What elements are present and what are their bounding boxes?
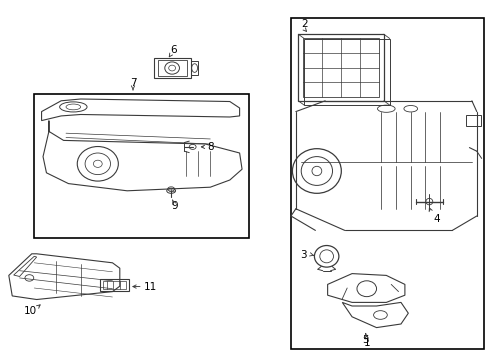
Text: 9: 9 — [171, 201, 178, 211]
Bar — [158, 60, 186, 76]
Text: 7: 7 — [129, 78, 136, 88]
Text: 1: 1 — [363, 338, 369, 348]
Text: 8: 8 — [206, 142, 213, 152]
Text: 2: 2 — [300, 19, 307, 30]
Bar — [100, 279, 128, 291]
Bar — [303, 38, 378, 97]
Bar — [298, 34, 383, 101]
Bar — [102, 281, 126, 289]
Text: 4: 4 — [433, 213, 440, 224]
Text: 11: 11 — [143, 282, 157, 292]
Text: 5: 5 — [362, 335, 368, 345]
Text: 3: 3 — [299, 249, 306, 260]
Bar — [154, 58, 190, 78]
Text: 6: 6 — [170, 45, 177, 55]
Bar — [190, 61, 198, 75]
Text: 10: 10 — [24, 306, 37, 316]
Bar — [34, 94, 249, 238]
Bar — [290, 18, 483, 349]
